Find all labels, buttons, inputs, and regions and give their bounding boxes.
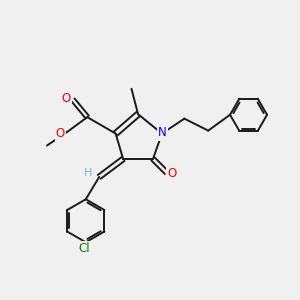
- Text: O: O: [62, 92, 71, 105]
- Text: O: O: [167, 167, 176, 180]
- Text: Cl: Cl: [79, 242, 90, 255]
- Text: O: O: [56, 127, 65, 140]
- Text: H: H: [84, 168, 92, 178]
- Text: N: N: [158, 127, 167, 140]
